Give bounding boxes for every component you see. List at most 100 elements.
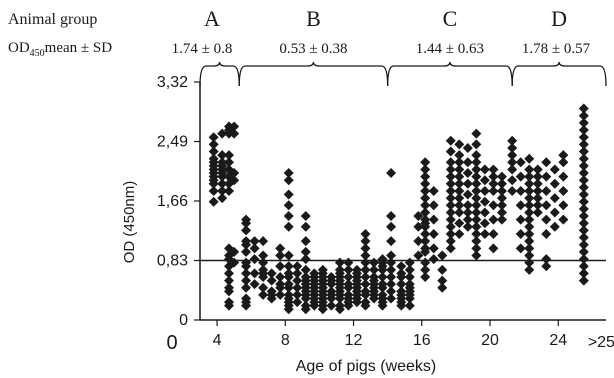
x-origin-label: 0 bbox=[166, 332, 177, 354]
data-point bbox=[283, 200, 294, 211]
data-point bbox=[471, 193, 482, 204]
data-point bbox=[360, 279, 371, 290]
data-point bbox=[420, 214, 431, 225]
data-point bbox=[413, 211, 424, 222]
data-point bbox=[428, 243, 439, 254]
data-point bbox=[360, 236, 371, 247]
data-point bbox=[558, 200, 569, 211]
data-point bbox=[224, 282, 234, 293]
data-point bbox=[515, 185, 526, 196]
data-point bbox=[479, 175, 490, 186]
data-point bbox=[283, 189, 294, 200]
data-point bbox=[445, 207, 456, 218]
data-point bbox=[326, 271, 337, 282]
data-point bbox=[507, 157, 518, 168]
data-point bbox=[445, 243, 456, 254]
data-point bbox=[454, 207, 465, 218]
data-point bbox=[524, 250, 535, 261]
group-brace bbox=[199, 61, 240, 87]
data-point bbox=[471, 250, 482, 261]
data-point bbox=[445, 214, 456, 225]
data-point bbox=[445, 221, 456, 232]
data-point bbox=[454, 218, 465, 229]
data-point bbox=[217, 157, 228, 168]
data-point bbox=[437, 250, 448, 261]
data-point bbox=[217, 193, 228, 204]
data-point bbox=[292, 261, 303, 272]
data-point bbox=[258, 264, 269, 275]
data-point bbox=[283, 168, 294, 179]
data-point bbox=[507, 142, 518, 153]
data-point bbox=[292, 297, 303, 308]
x-tick-label: 8 bbox=[281, 332, 290, 349]
data-point bbox=[229, 128, 240, 139]
data-point bbox=[578, 125, 589, 136]
data-point bbox=[249, 254, 260, 265]
data-point bbox=[471, 214, 482, 225]
data-point bbox=[524, 193, 535, 204]
data-point bbox=[208, 132, 219, 143]
data-point bbox=[445, 236, 456, 247]
data-point bbox=[224, 121, 234, 132]
data-point bbox=[300, 254, 311, 265]
data-point bbox=[292, 289, 303, 300]
group-braces bbox=[199, 61, 607, 87]
data-point bbox=[496, 171, 507, 182]
data-point bbox=[241, 246, 252, 257]
data-point bbox=[208, 153, 219, 164]
group-name: D bbox=[551, 6, 567, 31]
data-point bbox=[428, 254, 439, 265]
data-point bbox=[386, 286, 397, 297]
data-point bbox=[549, 207, 560, 218]
data-point bbox=[515, 157, 526, 168]
data-point bbox=[343, 257, 354, 268]
data-point bbox=[386, 211, 397, 222]
data-point bbox=[360, 228, 371, 239]
data-point bbox=[515, 243, 526, 254]
data-point bbox=[241, 214, 252, 225]
data-point bbox=[266, 268, 277, 279]
data-point bbox=[541, 228, 552, 239]
data-point bbox=[496, 185, 507, 196]
data-point bbox=[578, 239, 589, 250]
data-point bbox=[229, 257, 240, 268]
data-point bbox=[241, 257, 252, 268]
data-point bbox=[558, 157, 569, 168]
data-point bbox=[360, 250, 371, 261]
group-stat: 0.53 ± 0.38 bbox=[279, 41, 347, 57]
data-point bbox=[300, 211, 311, 222]
data-point bbox=[524, 185, 535, 196]
data-point bbox=[404, 264, 415, 275]
data-point bbox=[377, 254, 388, 265]
data-point bbox=[462, 189, 473, 200]
data-point bbox=[479, 218, 490, 229]
data-point bbox=[454, 185, 465, 196]
data-point bbox=[479, 164, 490, 175]
data-point bbox=[208, 185, 219, 196]
data-point bbox=[283, 268, 294, 279]
data-point bbox=[462, 207, 473, 218]
data-point bbox=[549, 193, 560, 204]
data-point bbox=[386, 264, 397, 275]
y-axis-label: OD (450nm) bbox=[121, 181, 138, 264]
data-point bbox=[420, 178, 431, 189]
data-point bbox=[471, 200, 482, 211]
data-point bbox=[343, 264, 354, 275]
data-point bbox=[258, 289, 269, 300]
data-point bbox=[420, 243, 431, 254]
data-point bbox=[479, 228, 490, 239]
data-point bbox=[479, 196, 490, 207]
data-point bbox=[369, 271, 379, 282]
data-point bbox=[396, 261, 407, 272]
data-point bbox=[471, 221, 482, 232]
data-point bbox=[524, 207, 535, 218]
data-point bbox=[524, 221, 535, 232]
data-point bbox=[208, 146, 219, 157]
data-point bbox=[360, 243, 371, 254]
data-point bbox=[454, 228, 465, 239]
data-point bbox=[578, 189, 589, 200]
y-tick-label: 0,83 bbox=[157, 253, 188, 270]
data-point bbox=[343, 289, 354, 300]
data-point bbox=[275, 279, 286, 290]
